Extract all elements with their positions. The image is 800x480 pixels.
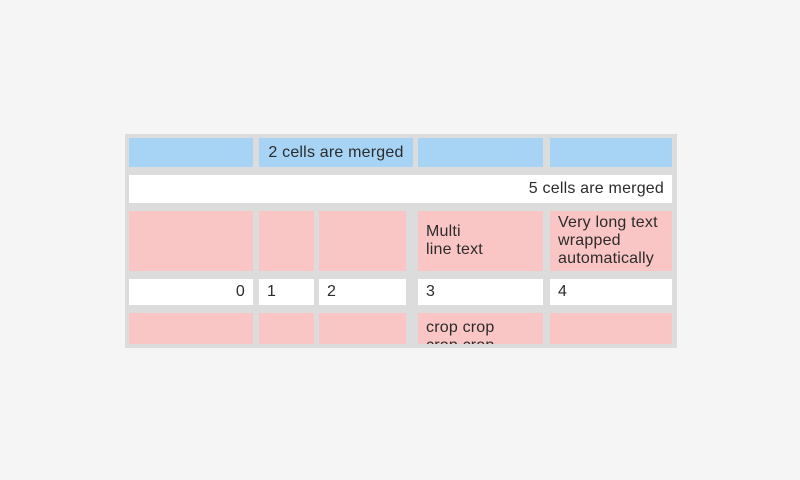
cell-r4-c1[interactable]: 0 — [129, 279, 253, 305]
cell-r1-c5[interactable] — [550, 138, 672, 167]
cell-text: 1 — [267, 283, 277, 300]
table-row-1: 2 cells are merged — [125, 138, 677, 167]
cell-r1-c4[interactable] — [418, 138, 543, 167]
cell-r1-c1[interactable] — [129, 138, 253, 167]
cell-r5-c5[interactable] — [550, 313, 672, 344]
table-row-5: crop crop crop crop — [125, 313, 677, 344]
cell-text: 5 cells are merged — [528, 180, 664, 197]
cell-text: Multi line text — [426, 223, 483, 258]
cell-r5-c2[interactable] — [259, 313, 314, 344]
cell-text: Very long text wrapped automatically — [558, 214, 658, 267]
cell-r5-c4-cropped[interactable]: crop crop crop crop — [418, 313, 543, 344]
cell-r4-c4[interactable]: 3 — [418, 279, 543, 305]
cell-r3-c1[interactable] — [129, 211, 253, 271]
cell-r3-c2[interactable] — [259, 211, 314, 271]
table-row-2: 5 cells are merged — [125, 175, 677, 203]
cell-r5-c3[interactable] — [319, 313, 406, 344]
table-widget: 2 cells are merged 5 cells are merged — [125, 134, 677, 348]
table-row-4: 0 1 2 3 4 — [125, 279, 677, 305]
cell-r3-c5-wrapped[interactable]: Very long text wrapped automatically — [550, 211, 672, 271]
cell-text: 0 — [235, 283, 245, 300]
cell-r5-c1[interactable] — [129, 313, 253, 344]
cell-text: 3 — [426, 283, 436, 300]
cell-r4-c3[interactable]: 2 — [319, 279, 406, 305]
table-row-3: Multi line text Very long text wrapped a… — [125, 211, 677, 271]
cell-text: 2 — [327, 283, 337, 300]
cell-text: 2 cells are merged — [268, 143, 404, 161]
cell-r2-merged-5[interactable]: 5 cells are merged — [129, 175, 672, 203]
cell-r1-merged-2[interactable]: 2 cells are merged — [259, 138, 413, 167]
cell-r3-c3[interactable] — [319, 211, 406, 271]
cell-r3-c4-multiline[interactable]: Multi line text — [418, 211, 543, 271]
cell-text: crop crop crop crop — [426, 319, 495, 344]
cell-r4-c5[interactable]: 4 — [550, 279, 672, 305]
cell-text: 4 — [558, 283, 568, 300]
cell-r4-c2[interactable]: 1 — [259, 279, 314, 305]
